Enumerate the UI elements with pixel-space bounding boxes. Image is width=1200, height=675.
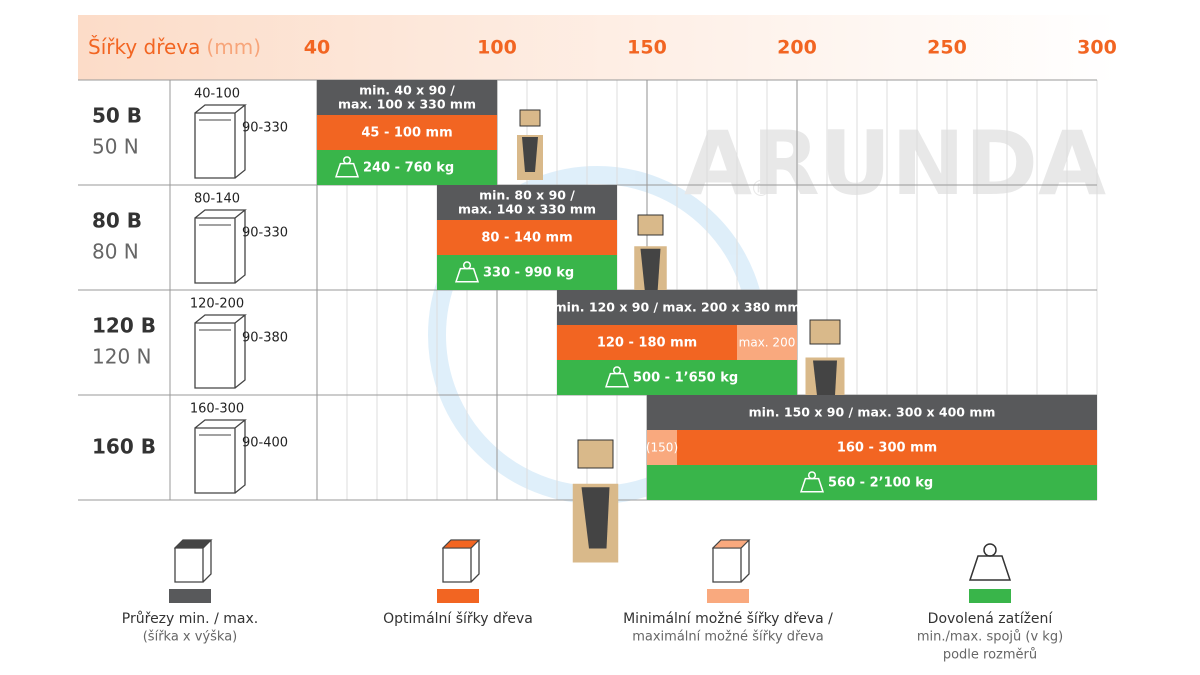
- section-icon: [194, 314, 247, 389]
- model-name: 50 N: [92, 135, 139, 159]
- legend-text: Dovolená zatížení: [928, 611, 1054, 627]
- sections-label: min. 40 x 90 /: [359, 83, 455, 98]
- sections-label: min. 150 x 90 / max. 300 x 400 mm: [749, 405, 996, 420]
- weight-icon: [968, 555, 1012, 581]
- width-label: 80-140: [194, 192, 240, 207]
- width-label: 120-200: [190, 297, 244, 312]
- load-bar: [557, 360, 797, 395]
- weight-icon: [799, 477, 825, 493]
- axis-tick-label: 250: [927, 37, 967, 59]
- optimal-bar: [557, 325, 737, 360]
- watermark-brand: ARUNDA: [684, 112, 1106, 215]
- width-label: 160-300: [190, 402, 244, 417]
- optimal-label: 120 - 180 mm: [597, 336, 697, 351]
- load-label: 330 - 990 kg: [483, 266, 574, 281]
- section-icon: [194, 419, 247, 494]
- axis-tick-label: 200: [777, 37, 817, 59]
- connector: [522, 137, 538, 172]
- sections-label: max. 140 x 330 mm: [458, 202, 596, 217]
- legend-text: Průřezy min. / max.: [122, 611, 258, 627]
- sections-bar: [437, 185, 617, 220]
- legend-text: Minimální možné šířky dřeva /: [623, 611, 833, 627]
- axis-tick-label: 100: [477, 37, 517, 59]
- load-label: 500 - 1’650 kg: [633, 371, 738, 386]
- model-name: 80 B: [92, 209, 142, 233]
- legend-swatch: [707, 589, 749, 603]
- height-label: 90-330: [242, 226, 288, 241]
- legend-cube-top: [173, 539, 213, 549]
- axis-title-main: Šířky dřeva: [88, 35, 200, 59]
- axis-title-unit: (mm): [206, 35, 261, 59]
- load-label: 560 - 2’100 kg: [828, 476, 933, 491]
- axis-title: Šířky dřeva (mm): [88, 35, 261, 59]
- model-name: 120 B: [92, 314, 156, 338]
- weight-icon-ring: [983, 543, 997, 557]
- load-bar: [437, 255, 617, 290]
- width-label: 40-100: [194, 87, 240, 102]
- weight-icon-ring: [612, 366, 622, 375]
- extra-bar: [647, 430, 677, 465]
- wood-block: [577, 439, 614, 469]
- optimal-label: 80 - 140 mm: [481, 231, 572, 246]
- sections-label: min. 80 x 90 /: [479, 188, 575, 203]
- weight-icon: [454, 267, 480, 283]
- wood-block: [519, 109, 541, 127]
- sections-label: min. 120 x 90 / max. 200 x 380 mm: [554, 300, 801, 315]
- optimal-bar: [437, 220, 617, 255]
- height-label: 90-400: [242, 436, 288, 451]
- wood-block: [809, 319, 841, 345]
- model-name: 50 B: [92, 104, 142, 128]
- weight-icon: [604, 372, 630, 388]
- sections-bar: [647, 395, 1097, 430]
- legend-cube-top: [441, 539, 481, 549]
- extra-bar: [737, 325, 797, 360]
- load-label: 240 - 760 kg: [363, 161, 454, 176]
- section-icon: [194, 104, 247, 179]
- load-bar: [317, 150, 497, 185]
- weight-icon: [334, 162, 360, 178]
- legend-text: min./max. spojů (v kg): [917, 630, 1063, 645]
- legend-swatch: [969, 589, 1011, 603]
- sections-bar: [557, 290, 797, 325]
- extra-label: max. 200: [739, 336, 796, 350]
- optimal-bar: [677, 430, 1097, 465]
- optimal-label: 45 - 100 mm: [361, 126, 452, 141]
- height-label: 90-330: [242, 121, 288, 136]
- weight-icon-ring: [462, 261, 472, 270]
- optimal-label: 160 - 300 mm: [837, 441, 937, 456]
- legend-text: podle rozměrů: [943, 648, 1037, 663]
- weight-icon-ring: [807, 471, 817, 480]
- model-name: 120 N: [92, 345, 152, 369]
- sections-bar: [317, 80, 497, 115]
- axis-tick-label: 300: [1077, 37, 1117, 59]
- optimal-bar: [317, 115, 497, 150]
- axis-tick-label: 150: [627, 37, 667, 59]
- legend-cube-top: [711, 539, 751, 549]
- connector: [581, 487, 610, 549]
- weight-icon-ring: [342, 156, 352, 165]
- axis-tick-label: 40: [304, 37, 330, 59]
- extra-label: (150): [646, 441, 678, 455]
- connector: [640, 248, 661, 293]
- legend-swatch: [437, 589, 479, 603]
- height-label: 90-380: [242, 331, 288, 346]
- watermark-mark: ®: [750, 177, 772, 202]
- legend-text: (šířka x výška): [143, 630, 238, 645]
- model-name: 160 B: [92, 435, 156, 459]
- load-bar: [647, 465, 1097, 500]
- model-name: 80 N: [92, 240, 139, 264]
- section-icon: [194, 209, 247, 284]
- header-band: [78, 15, 1118, 80]
- legend-text: maximální možné šířky dřeva: [632, 630, 824, 645]
- legend-text: Optimální šířky dřeva: [383, 611, 533, 627]
- sections-label: max. 100 x 330 mm: [338, 97, 476, 112]
- wood-block: [637, 214, 664, 236]
- legend-swatch: [169, 589, 211, 603]
